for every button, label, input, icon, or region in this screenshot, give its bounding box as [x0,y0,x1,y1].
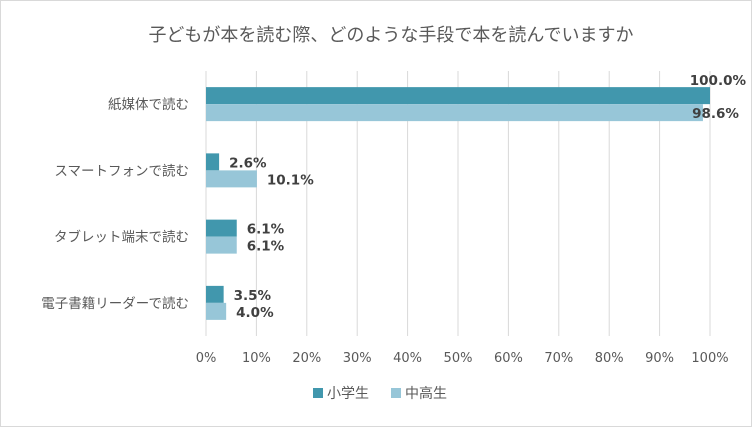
legend-label: 小学生 [327,386,369,402]
bar-series-2 [206,170,257,188]
category-label: 電子書籍リーダーで読む [41,295,189,312]
data-label: 10.1% [267,172,314,188]
data-label: 6.1% [247,239,285,255]
data-label: 6.1% [247,222,285,238]
x-tick-label: 40% [393,351,422,366]
x-tick-label: 30% [343,351,372,366]
x-tick-label: 50% [444,351,473,366]
category-label: スマートフォンで読む [54,163,189,179]
data-label: 4.0% [236,305,274,321]
category-label: タブレット端末で読む [54,229,189,246]
bar-series-1 [206,285,224,303]
data-label: 100.0% [690,73,747,89]
bars [206,87,710,320]
x-tick-label: 10% [242,351,271,366]
bar-series-2 [206,104,703,122]
bar-series-2 [206,302,227,320]
legend: 小学生 中高生 [313,385,447,402]
x-tick-label: 60% [494,351,523,366]
legend-swatch [391,388,401,398]
data-label: 3.5% [234,288,272,304]
legend-label: 中高生 [405,385,447,402]
x-tick-label: 0% [196,351,217,366]
bar-series-1 [206,219,237,237]
x-tick-label: 70% [544,351,573,366]
bar-series-2 [206,236,237,254]
x-axis-ticks: 0% 10% 20% 30% 40% 50% 60% 70% 80% 90% 100% [196,351,729,366]
bar-series-1 [206,153,220,171]
x-tick-label: 90% [645,351,674,366]
legend-swatch [313,388,323,398]
data-labels: 100.0% 98.6% 2.6%10.1% 6.1%6.1% 3.5%4.0% [229,73,746,321]
x-tick-label: 100% [691,351,728,366]
bar-series-1 [206,87,710,105]
data-label: 2.6% [229,155,267,171]
x-tick-label: 20% [292,351,321,366]
x-tick-label: 80% [595,351,624,366]
chart-title: 子どもが本を読む際、どのような手段で本を読んでいますか [148,25,633,46]
category-label: 紙媒体で読む [108,97,189,113]
data-label: 98.6% [692,106,739,122]
